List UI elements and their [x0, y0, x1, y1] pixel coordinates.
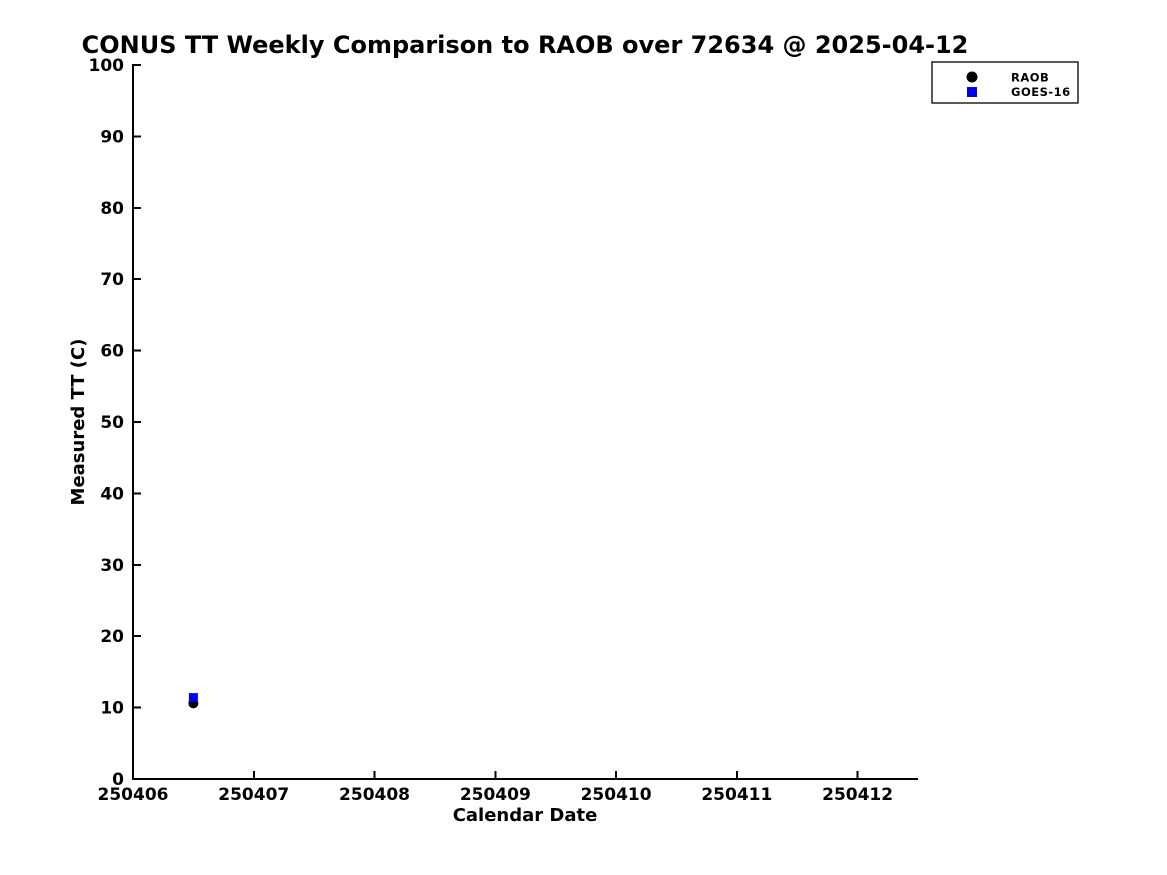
axes: 250406 250407 250408 250409 250410 250411 2504… [89, 56, 918, 805]
y-tick-label: 20 [100, 627, 124, 647]
x-tick-label: 250411 [701, 785, 772, 805]
chart-title: CONUS TT Weekly Comparison to RAOB over … [82, 31, 969, 59]
legend-label-raob: RAOB [1011, 71, 1049, 85]
x-tick-label: 250410 [581, 785, 652, 805]
legend-label-goes-16: GOES-16 [1011, 85, 1071, 99]
y-tick-label: 60 [100, 342, 124, 362]
y-tick-label: 70 [100, 270, 124, 290]
x-tick-label: 250412 [822, 785, 893, 805]
data-points [188, 693, 199, 709]
y-tick-label: 40 [100, 484, 124, 504]
y-tick-label: 100 [89, 56, 125, 76]
x-tick-label: 250407 [218, 785, 289, 805]
y-tick-label: 10 [100, 699, 124, 719]
y-tick-label: 80 [100, 199, 124, 219]
x-tick-label: 250406 [98, 785, 169, 805]
y-axis-label: Measured TT (C) [68, 339, 89, 506]
x-tick-label: 250409 [460, 785, 531, 805]
y-tick-label: 90 [100, 127, 124, 147]
y-tick-label: 30 [100, 556, 124, 576]
y-tick-label: 0 [112, 770, 124, 790]
legend-box [931, 61, 1079, 104]
legend-marker-raob [966, 71, 978, 83]
goes-16-point [188, 693, 198, 703]
y-tick-label: 50 [100, 413, 124, 433]
x-axis-label: Calendar Date [453, 805, 598, 826]
x-tick-label: 250408 [339, 785, 410, 805]
legend-marker-goes-16 [967, 87, 977, 97]
